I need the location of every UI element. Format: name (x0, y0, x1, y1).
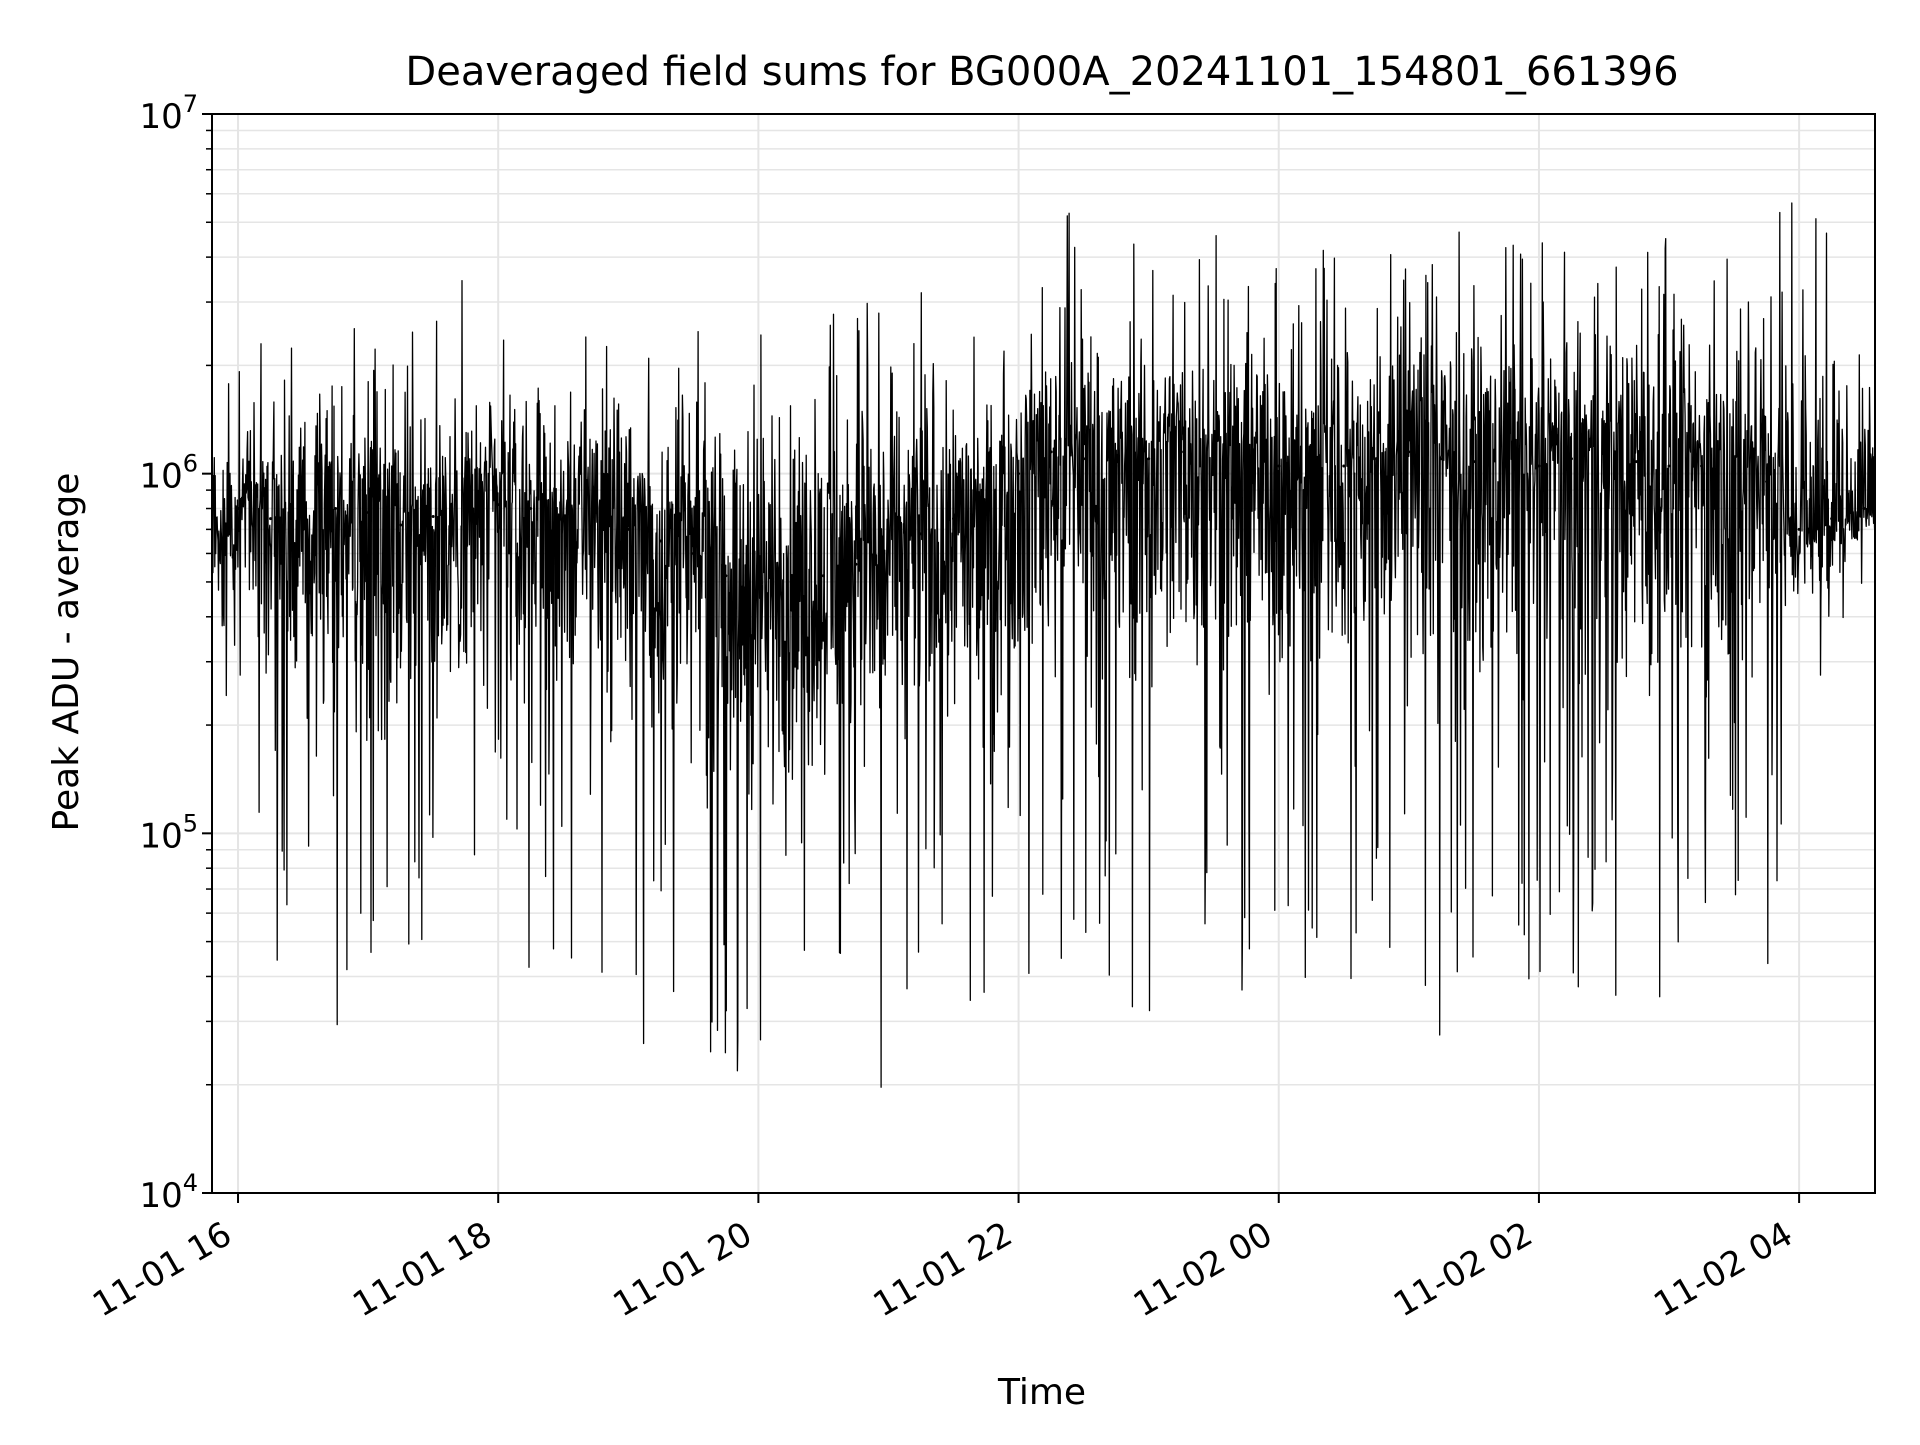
data-point (1082, 457, 1086, 461)
data-point (464, 510, 468, 514)
data-point (1667, 464, 1671, 468)
data-point (984, 503, 988, 507)
data-point (594, 510, 598, 514)
data-point (1634, 460, 1638, 464)
data-point (1407, 450, 1411, 454)
x-tick-label: 11-02 00 (1127, 1214, 1279, 1325)
data-point (236, 507, 240, 511)
data-point (1017, 472, 1021, 476)
data-point (529, 507, 533, 511)
data-point (1212, 457, 1216, 461)
x-axis-label: Time (997, 1372, 1086, 1413)
data-point (1049, 450, 1053, 454)
y-tick-label: 107 (139, 90, 198, 137)
data-point (1797, 527, 1801, 531)
data-point (1114, 464, 1118, 468)
data-point (1277, 464, 1281, 468)
data-point (1569, 457, 1573, 461)
data-point (1374, 457, 1378, 461)
data-point (756, 586, 760, 590)
data-point (269, 517, 273, 521)
y-tick-label: 106 (139, 450, 198, 497)
data-point (886, 546, 890, 550)
data-point (691, 551, 695, 555)
chart-title: Deaveraged field sums for BG000A_2024110… (405, 49, 1678, 95)
data-point (431, 515, 435, 519)
data-point (1830, 517, 1834, 521)
data-point (301, 527, 305, 531)
data-point (1602, 454, 1606, 458)
data-point (1765, 480, 1769, 484)
data-point (724, 574, 728, 578)
data-point (334, 507, 338, 511)
data-point (1244, 460, 1248, 464)
data-layer (210, 202, 1876, 1088)
data-point (366, 510, 370, 514)
data-point (399, 523, 403, 527)
x-tick-label: 11-01 18 (346, 1214, 498, 1325)
data-point (561, 517, 565, 521)
x-tick-label: 11-01 16 (86, 1214, 238, 1325)
data-point (1504, 457, 1508, 461)
data-point (919, 532, 923, 536)
data-point (1537, 464, 1541, 468)
y-tick-label: 105 (139, 809, 198, 856)
data-point (1147, 457, 1151, 461)
x-tick-label: 11-02 02 (1387, 1214, 1539, 1325)
data-point (496, 503, 500, 507)
data-point (1439, 457, 1443, 461)
data-point (789, 580, 793, 584)
plot-area-frame (211, 113, 1876, 1194)
x-tick-label: 11-01 20 (606, 1214, 758, 1325)
x-tick-label: 11-01 22 (867, 1214, 1019, 1325)
data-point (659, 539, 663, 543)
data-point (1179, 450, 1183, 454)
x-tick-label: 11-02 04 (1647, 1214, 1799, 1325)
data-point (1342, 464, 1346, 468)
data-series-line (211, 202, 1876, 1088)
data-point (854, 562, 858, 566)
data-point (626, 527, 630, 531)
data-point (1472, 460, 1476, 464)
y-axis-label: Peak ADU - average (46, 473, 87, 832)
y-tick-label: 104 (139, 1169, 198, 1216)
data-point (1862, 507, 1866, 511)
data-point (1309, 472, 1313, 476)
data-point (1732, 472, 1736, 476)
data-point (1700, 464, 1704, 468)
data-point (821, 574, 825, 578)
data-point (952, 517, 956, 521)
